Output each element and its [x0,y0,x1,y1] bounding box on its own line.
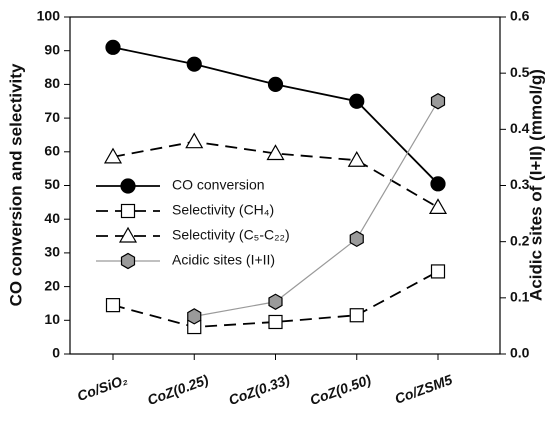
marker [349,308,364,323]
marker [120,178,136,194]
marker [185,132,204,149]
marker [267,76,284,93]
y2-tick-label: 0.6 [510,8,530,24]
y-tick-label: 90 [44,41,60,57]
y-tick-label: 40 [44,210,60,226]
marker [120,203,136,219]
x-tick-label: Co/SiO₂ [75,371,129,404]
series-line [112,270,439,328]
x-tick-label: Co/ZSM5 [393,371,455,407]
marker [103,147,123,164]
marker [105,298,121,313]
marker [268,314,283,330]
marker [266,144,285,161]
marker [118,226,138,243]
marker [105,39,121,55]
marker [268,293,283,310]
legend-label: Acidic sites (I+II) [172,252,275,268]
y2-tick-label: 0.4 [510,120,530,136]
y-tick-label: 0 [52,345,60,361]
y2-tick-label: 0.3 [510,176,530,192]
y2-tick-label: 0.5 [510,64,530,80]
y2-axis-label: Acidic sites of (I+II) (mmol/g) [526,69,545,301]
marker [187,308,202,325]
y2-tick-label: 0.1 [510,289,530,305]
x-tick-label: CoZ(0.25) [145,371,211,408]
marker [349,230,364,248]
legend-label: CO conversion [172,177,265,193]
y-tick-label: 30 [44,244,60,260]
legend-label: Selectivity (C₅-C₂₂) [172,227,290,243]
marker [347,151,366,167]
legend: CO conversion Selectivity (CH₄) Selectivit… [96,177,290,270]
y-tick-label: 100 [37,8,61,24]
marker [120,252,136,270]
marker [430,264,446,279]
y-tick-label: 20 [44,277,60,293]
x-tick-label: CoZ(0.33) [226,371,292,408]
series-line [112,46,439,185]
x-tick-label: CoZ(0.50) [308,371,374,408]
series-line [194,100,439,317]
marker [430,176,446,192]
y2-tick-label: 0.0 [510,345,530,361]
marker [428,198,448,215]
marker [186,56,202,72]
y-axis-label: CO conversion and selectivity [6,63,25,306]
y-tick-label: 50 [44,176,60,192]
legend-label: Selectivity (CH₄) [172,202,274,218]
y-tick-label: 80 [44,75,60,91]
series-line [112,140,439,209]
y-tick-label: 60 [44,143,60,159]
y-tick-label: 10 [44,311,60,327]
marker [430,93,446,110]
y-tick-label: 70 [44,109,60,125]
marker [349,93,365,109]
y2-tick-label: 0.2 [510,232,530,248]
